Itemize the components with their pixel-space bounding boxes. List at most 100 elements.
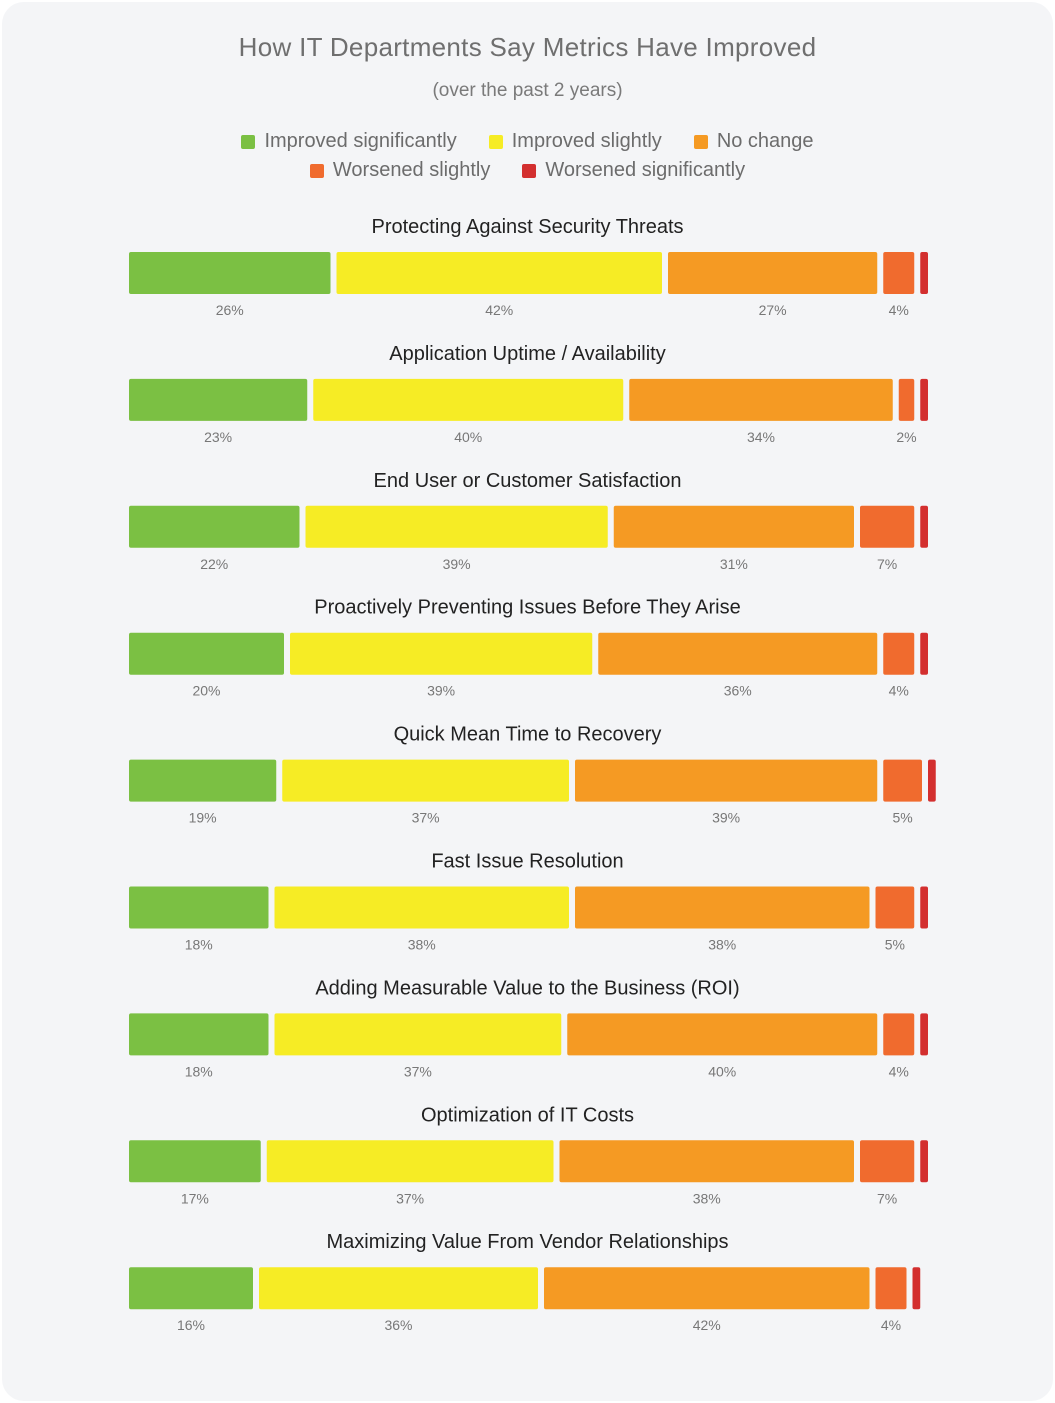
data-label: 39% [443,556,471,572]
data-label: 42% [485,302,513,318]
legend-label: Improved slightly [511,130,662,152]
bar-segment-proactively-preventing-issues-before-they-arise-worsened-slightly [883,632,915,675]
data-label: 36% [384,1317,412,1333]
data-label: 36% [724,683,752,699]
data-label: 42% [693,1317,721,1333]
bar-segment-quick-mean-time-to-recovery-improved-significantly [129,759,277,802]
bar-segment-application-uptime-availability-worsened-slightly [898,378,915,421]
bar-segment-fast-issue-resolution-improved-significantly [129,886,269,929]
data-label: 26% [216,302,244,318]
data-label: 34% [747,429,775,445]
data-label: 40% [454,429,482,445]
bar-segment-proactively-preventing-issues-before-they-arise-no-change [598,632,878,675]
bar-segment-maximizing-value-from-vendor-relationships-improved-slightly [259,1267,538,1310]
legend-swatch [241,134,256,149]
bar-segment-optimization-of-it-costs-improved-significantly [129,1140,261,1183]
bar-segment-adding-measurable-value-to-the-business-roi-worsened-significantly [920,1013,928,1056]
bar-segment-fast-issue-resolution-worsened-significantly [920,886,928,929]
data-label: 18% [185,1063,213,1079]
data-label: 7% [877,556,897,572]
bar-segment-quick-mean-time-to-recovery-no-change [575,759,878,802]
category-title-adding-measurable-value-to-the-business-roi: Adding Measurable Value to the Business … [315,977,739,999]
bar-segment-quick-mean-time-to-recovery-worsened-slightly [883,759,922,802]
bar-segment-optimization-of-it-costs-no-change [559,1140,854,1183]
data-label: 4% [889,683,909,699]
data-label: 40% [708,1063,736,1079]
bar-segment-maximizing-value-from-vendor-relationships-no-change [544,1267,870,1310]
bar-segment-end-user-or-customer-satisfaction-improved-significantly [129,505,300,548]
bar-segment-maximizing-value-from-vendor-relationships-worsened-slightly [875,1267,907,1310]
bar-segment-application-uptime-availability-no-change [629,378,893,421]
bar-segment-quick-mean-time-to-recovery-improved-slightly [282,759,569,802]
bar-segment-end-user-or-customer-satisfaction-worsened-slightly [860,505,915,548]
bar-segment-adding-measurable-value-to-the-business-roi-no-change [567,1013,878,1056]
legend-item-no-change: No change [693,130,814,153]
bar-segment-adding-measurable-value-to-the-business-roi-worsened-slightly [883,1013,915,1056]
legend-row-2: Worsened slightly Worsened significantly [0,159,1055,182]
bar-segment-fast-issue-resolution-improved-slightly [274,886,569,929]
data-label: 7% [877,1190,897,1206]
category-title-maximizing-value-from-vendor-relationships: Maximizing Value From Vendor Relationshi… [326,1231,728,1253]
data-label: 4% [881,1317,901,1333]
legend-item-improved-significantly: Improved significantly [241,130,457,153]
data-label: 18% [185,937,213,953]
data-label: 2% [896,429,916,445]
legend-label: Improved significantly [264,130,457,152]
legend-item-worsened-significantly: Worsened significantly [522,159,745,182]
data-label: 38% [408,937,436,953]
bar-segment-adding-measurable-value-to-the-business-roi-improved-slightly [274,1013,562,1056]
bar-segment-optimization-of-it-costs-worsened-significantly [920,1140,928,1183]
category-title-protecting-against-security-threats: Protecting Against Security Threats [371,216,683,238]
bar-segment-maximizing-value-from-vendor-relationships-worsened-significantly [912,1267,921,1310]
bar-segment-end-user-or-customer-satisfaction-no-change [613,505,854,548]
legend-swatch [488,134,503,149]
data-label: 38% [708,937,736,953]
data-label: 37% [404,1063,432,1079]
data-label: 5% [885,937,905,953]
bar-segment-optimization-of-it-costs-worsened-slightly [860,1140,915,1183]
data-label: 4% [889,1063,909,1079]
data-label: 16% [177,1317,205,1333]
bar-segment-fast-issue-resolution-no-change [575,886,870,929]
legend-swatch [693,134,708,149]
legend-item-worsened-slightly: Worsened slightly [309,159,491,182]
data-label: 39% [712,810,740,826]
bar-segment-proactively-preventing-issues-before-they-arise-worsened-significantly [920,632,928,675]
legend-row-1: Improved significantly Improved slightly… [0,130,1055,153]
data-label: 31% [720,556,748,572]
legend-item-improved-slightly: Improved slightly [488,130,662,153]
bar-segment-proactively-preventing-issues-before-they-arise-improved-slightly [290,632,593,675]
bar-segment-end-user-or-customer-satisfaction-worsened-significantly [920,505,928,548]
bar-segment-adding-measurable-value-to-the-business-roi-improved-significantly [129,1013,269,1056]
legend-label: Worsened slightly [332,159,491,181]
legend-label: Worsened significantly [545,159,746,181]
data-label: 39% [427,683,455,699]
data-label: 20% [192,683,220,699]
legend-label: No change [716,130,814,152]
data-label: 4% [889,302,909,318]
legend-swatch [522,163,537,178]
data-label: 5% [893,810,913,826]
category-title-application-uptime-availability: Application Uptime / Availability [389,343,665,365]
category-title-quick-mean-time-to-recovery: Quick Mean Time to Recovery [394,724,662,746]
bar-segment-proactively-preventing-issues-before-they-arise-improved-significantly [129,632,284,675]
data-label: 38% [693,1190,721,1206]
legend-swatch [309,163,324,178]
bar-segment-fast-issue-resolution-worsened-slightly [875,886,915,929]
chart-title: How IT Departments Say Metrics Have Impr… [238,32,817,62]
category-title-optimization-of-it-costs: Optimization of IT Costs [421,1104,634,1126]
bar-segment-optimization-of-it-costs-improved-slightly [266,1140,554,1183]
bar-segment-quick-mean-time-to-recovery-worsened-significantly [928,759,936,802]
chart-subtitle: (over the past 2 years) [432,80,623,101]
data-label: 37% [396,1190,424,1206]
bar-segment-protecting-against-security-threats-no-change [668,252,878,294]
data-label: 19% [189,810,217,826]
bar-segment-application-uptime-availability-worsened-significantly [920,378,928,421]
data-label: 23% [204,429,232,445]
data-label: 27% [759,302,787,318]
category-title-proactively-preventing-issues-before-they-arise: Proactively Preventing Issues Before The… [314,597,741,619]
category-title-fast-issue-resolution: Fast Issue Resolution [431,851,623,873]
data-label: 37% [412,810,440,826]
category-title-end-user-or-customer-satisfaction: End User or Customer Satisfaction [374,470,682,492]
